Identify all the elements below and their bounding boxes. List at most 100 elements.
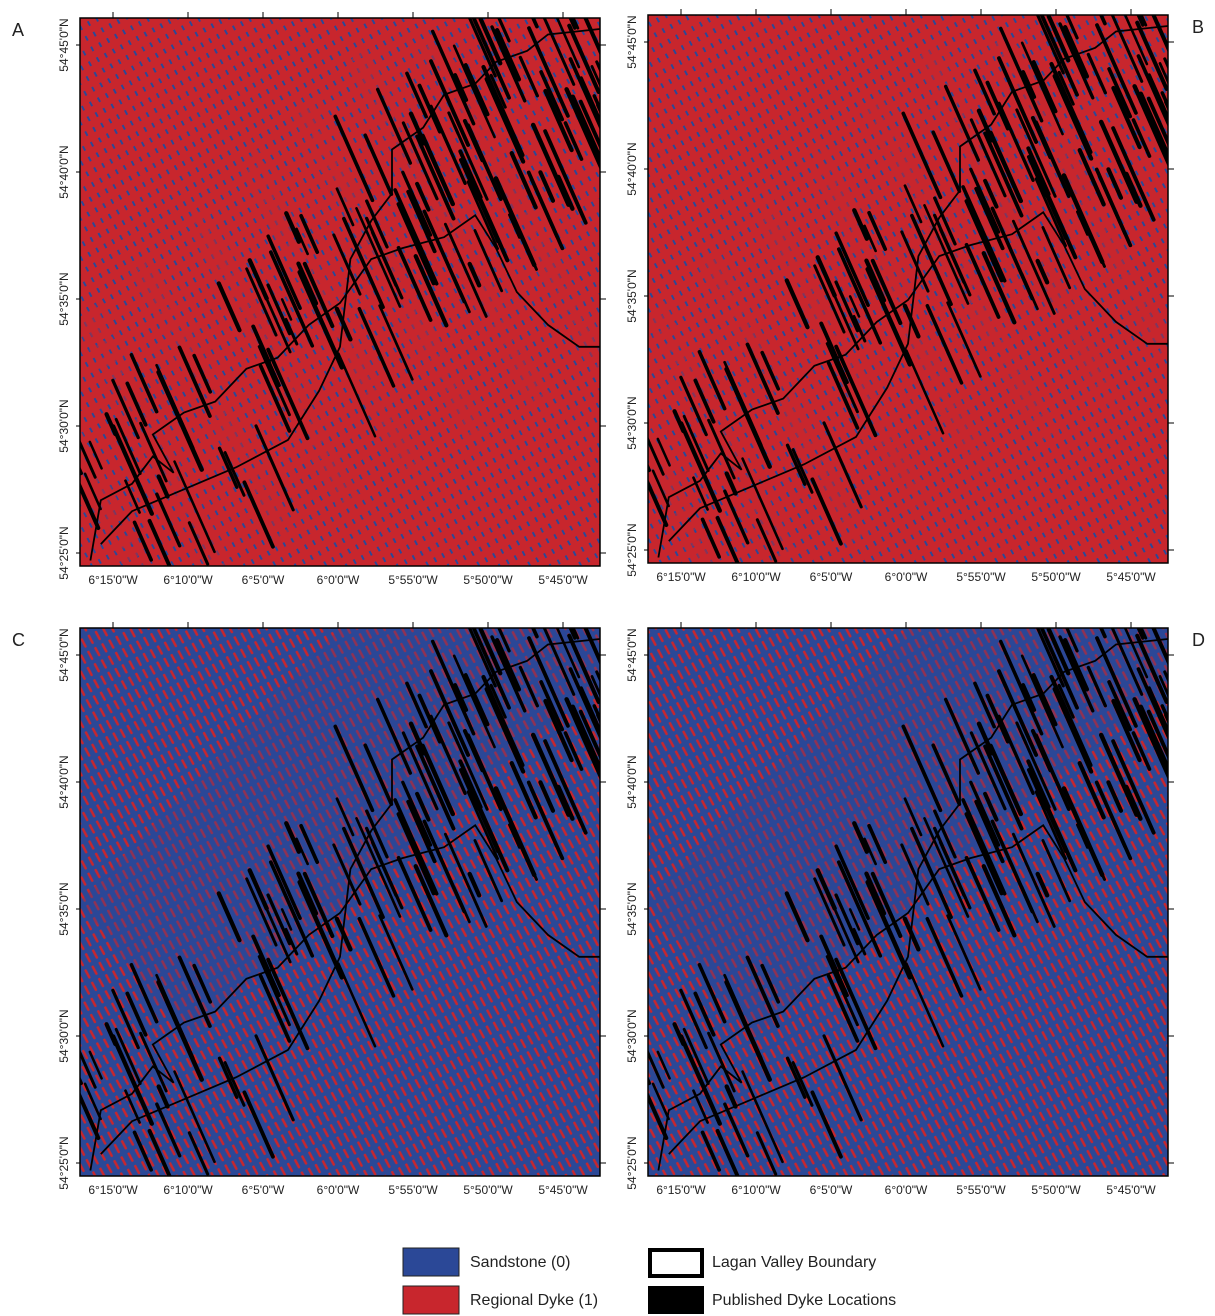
- published-dyke: [509, 151, 538, 210]
- published-dyke: [815, 255, 837, 298]
- published-dyke: [417, 693, 442, 744]
- published-dyke: [1132, 697, 1168, 781]
- published-dyke: [969, 780, 1001, 847]
- published-dyke: [834, 844, 870, 920]
- published-dyke: [1030, 115, 1053, 160]
- lat-label: 54°40'0"N: [625, 142, 639, 195]
- published-dyke: [187, 521, 210, 566]
- published-dyke: [1106, 780, 1124, 813]
- published-dyke: [755, 1131, 778, 1176]
- published-dyke: [299, 823, 320, 864]
- published-dyke: [266, 283, 292, 336]
- published-dyke: [530, 732, 571, 817]
- published-dyke: [337, 962, 377, 1048]
- published-dyke: [1095, 23, 1138, 115]
- published-dyke: [430, 29, 476, 126]
- published-dyke: [819, 321, 839, 361]
- published-dyke: [302, 871, 335, 939]
- published-dyke: [785, 443, 807, 486]
- published-dyke: [258, 363, 292, 433]
- published-dyke: [985, 693, 1010, 744]
- published-dyke: [700, 517, 721, 559]
- published-dyke: [864, 258, 887, 303]
- published-dyke: [452, 733, 489, 811]
- published-dyke: [515, 0, 526, 6]
- published-dyke: [467, 871, 482, 898]
- published-dyke: [1035, 15, 1065, 75]
- published-dyke: [1131, 118, 1152, 158]
- published-dyke: [484, 76, 526, 164]
- published-dyke: [150, 585, 169, 628]
- published-dyke: [555, 18, 581, 69]
- published-dyke: [539, 680, 565, 732]
- published-dyke: [139, 1031, 168, 1093]
- published-dyke: [815, 868, 837, 911]
- published-dyke: [527, 636, 570, 728]
- lat-label: 54°25'0"N: [57, 526, 71, 579]
- published-dyke: [1062, 25, 1090, 79]
- lon-label: 6°0'0"W: [317, 1183, 360, 1197]
- published-dyke: [1026, 155, 1048, 198]
- published-dyke: [825, 342, 859, 414]
- published-dyke: [111, 1034, 154, 1126]
- published-dyke: [297, 879, 345, 980]
- published-dyke: [453, 683, 469, 712]
- published-dyke: [1035, 871, 1050, 898]
- published-dyke: [266, 844, 302, 920]
- published-dyke: [1147, 686, 1168, 736]
- published-dyke: [478, 18, 503, 66]
- published-dyke: [819, 934, 839, 974]
- published-dyke: [900, 230, 930, 293]
- published-dyke: [583, 18, 600, 56]
- published-dyke: [413, 254, 449, 328]
- published-dyke: [396, 855, 433, 932]
- published-dyke: [596, 713, 600, 725]
- lat-label: 54°35'0"N: [625, 882, 639, 935]
- lon-label: 6°10'0"W: [163, 573, 213, 587]
- published-dyke: [467, 261, 482, 288]
- boundary: [89, 824, 600, 1171]
- published-dyke: [834, 280, 860, 333]
- lat-label: 54°30'0"N: [57, 399, 71, 452]
- published-dyke: [284, 821, 302, 854]
- published-dyke: [1076, 823, 1089, 849]
- published-dyke: [983, 178, 999, 209]
- published-dyke: [543, 88, 574, 153]
- published-dyke: [405, 71, 428, 119]
- lon-label: 5°55'0"W: [956, 1183, 1006, 1197]
- published-dyke: [902, 916, 921, 952]
- published-dyke: [983, 131, 1024, 218]
- published-dyke: [1110, 15, 1144, 83]
- published-dyke: [111, 988, 140, 1050]
- legend-label: Published Dyke Locations: [712, 1292, 896, 1309]
- published-dyke: [973, 68, 996, 116]
- published-dyke: [784, 278, 810, 330]
- published-dyke: [1021, 683, 1037, 712]
- published-dyke: [784, 891, 810, 943]
- published-dyke: [1052, 73, 1094, 161]
- published-dyke: [217, 446, 239, 489]
- published-dyke: [415, 181, 431, 212]
- published-dyke: [998, 26, 1044, 123]
- published-dyke: [405, 681, 428, 729]
- published-dyke: [538, 170, 556, 203]
- published-dyke: [542, 628, 576, 696]
- published-dyke: [257, 345, 291, 417]
- published-dyke: [266, 234, 302, 310]
- published-dyke: [822, 1034, 863, 1122]
- published-dyke: [943, 697, 981, 775]
- published-dyke: [114, 1027, 142, 1085]
- lon-label: 5°55'0"W: [388, 573, 438, 587]
- published-dyke: [1123, 15, 1149, 66]
- published-dyke: [863, 837, 877, 866]
- published-dyke: [865, 266, 913, 367]
- published-dyke: [715, 516, 740, 563]
- published-dyke: [931, 743, 962, 807]
- published-dyke: [741, 1070, 784, 1164]
- published-dyke: [990, 206, 1035, 301]
- published-dyke: [363, 133, 394, 197]
- published-dyke: [651, 1082, 670, 1121]
- published-dyke: [429, 59, 471, 147]
- lat-label: 54°30'0"N: [625, 396, 639, 449]
- published-dyke: [997, 714, 1035, 795]
